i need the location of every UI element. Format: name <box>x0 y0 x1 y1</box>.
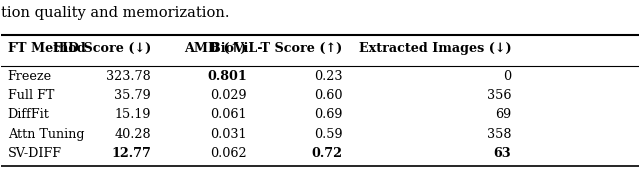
Text: 0: 0 <box>503 70 511 83</box>
Text: 69: 69 <box>495 108 511 121</box>
Text: 0.031: 0.031 <box>210 128 246 141</box>
Text: BioViL-T Score (↑): BioViL-T Score (↑) <box>210 42 342 55</box>
Text: 323.78: 323.78 <box>106 70 151 83</box>
Text: FT Method: FT Method <box>8 42 86 55</box>
Text: Full FT: Full FT <box>8 89 54 102</box>
Text: SV-DIFF: SV-DIFF <box>8 147 62 160</box>
Text: 0.72: 0.72 <box>311 147 342 160</box>
Text: tion quality and memorization.: tion quality and memorization. <box>1 6 230 21</box>
Text: 0.062: 0.062 <box>210 147 246 160</box>
Text: Attn Tuning: Attn Tuning <box>8 128 84 141</box>
Text: Extracted Images (↓): Extracted Images (↓) <box>358 42 511 55</box>
Text: 0.23: 0.23 <box>314 70 342 83</box>
Text: Freeze: Freeze <box>8 70 52 83</box>
Text: 0.801: 0.801 <box>207 70 246 83</box>
Text: 356: 356 <box>486 89 511 102</box>
Text: DiffFit: DiffFit <box>8 108 50 121</box>
Text: 15.19: 15.19 <box>115 108 151 121</box>
Text: 0.59: 0.59 <box>314 128 342 141</box>
Text: 358: 358 <box>486 128 511 141</box>
Text: 0.69: 0.69 <box>314 108 342 121</box>
Text: 63: 63 <box>493 147 511 160</box>
Text: 40.28: 40.28 <box>115 128 151 141</box>
Text: 0.029: 0.029 <box>210 89 246 102</box>
Text: FID Score (↓): FID Score (↓) <box>53 42 151 55</box>
Text: 35.79: 35.79 <box>115 89 151 102</box>
Text: 0.60: 0.60 <box>314 89 342 102</box>
Text: AMD (↑): AMD (↑) <box>184 42 246 55</box>
Text: 0.061: 0.061 <box>210 108 246 121</box>
Text: 12.77: 12.77 <box>111 147 151 160</box>
